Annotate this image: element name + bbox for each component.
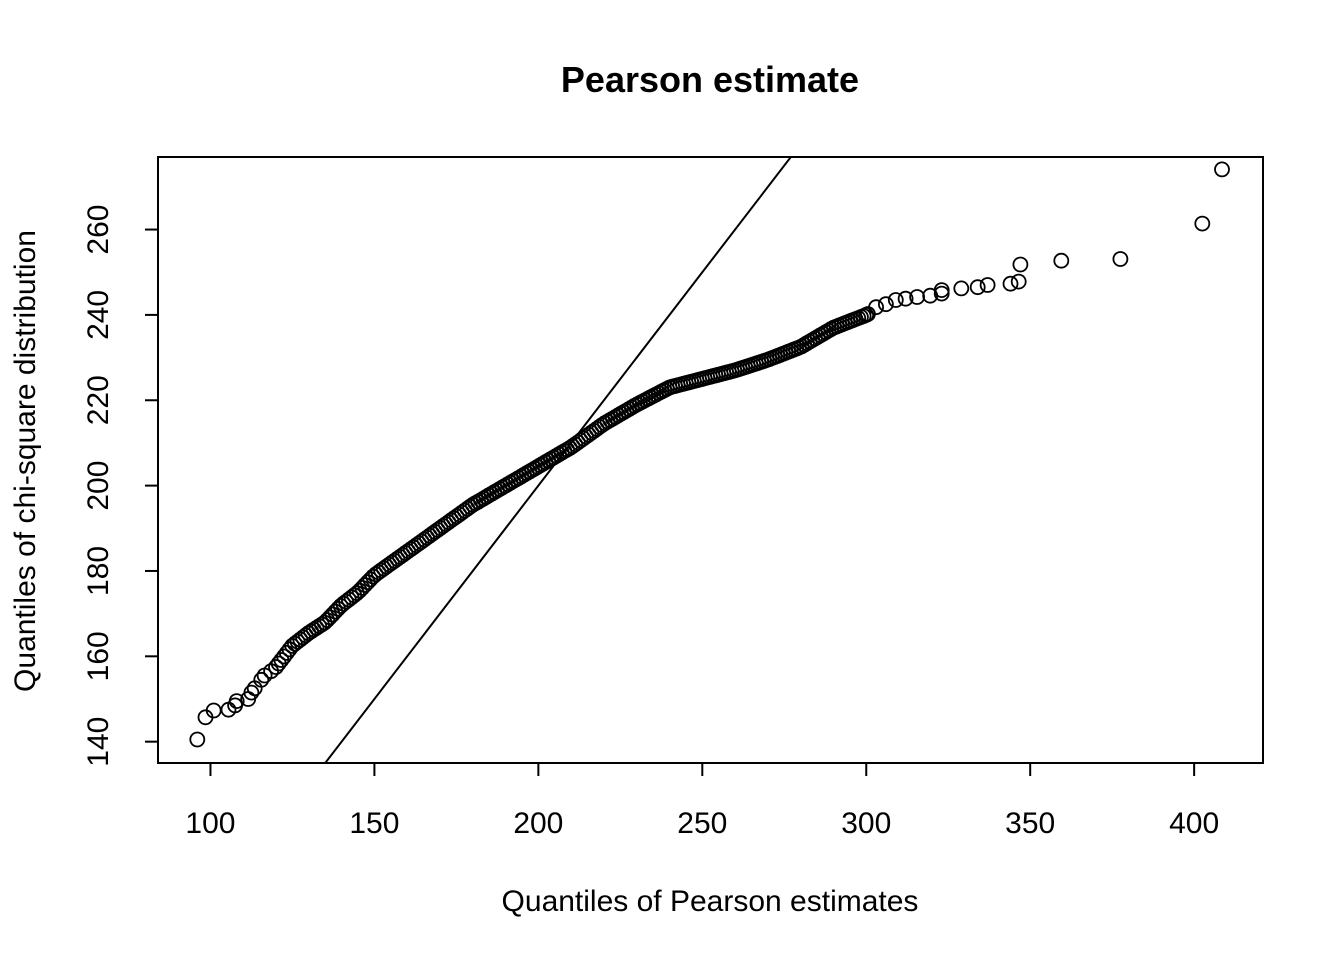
data-point <box>1112 251 1129 267</box>
data-point <box>295 629 311 646</box>
chart-title: Pearson estimate <box>561 59 859 100</box>
data-point <box>189 731 206 748</box>
y-tick-label: 220 <box>82 375 115 425</box>
data-point <box>228 693 245 709</box>
data-point <box>868 299 884 316</box>
data-point <box>348 585 365 602</box>
x-axis: 100 150 200 250 300 350 400 <box>185 762 1219 840</box>
data-point <box>897 290 914 307</box>
y-tick-label: 200 <box>82 461 115 511</box>
data-point <box>243 684 260 701</box>
data-point <box>357 577 373 593</box>
data-point <box>1010 273 1027 290</box>
data-point <box>969 279 986 296</box>
y-tick-label: 140 <box>82 717 115 767</box>
data-point <box>1053 252 1070 269</box>
data-point <box>1002 275 1019 292</box>
data-point <box>1012 256 1029 273</box>
data-point <box>327 603 344 620</box>
reference-line <box>323 157 793 763</box>
data-point <box>1214 161 1230 178</box>
x-tick-label: 150 <box>349 807 399 840</box>
data-point <box>316 614 333 631</box>
data-point <box>253 671 270 688</box>
data-point <box>351 582 368 599</box>
data-point <box>359 574 376 591</box>
data-point <box>933 282 950 299</box>
data-point <box>979 277 996 293</box>
x-tick-label: 350 <box>1005 807 1055 840</box>
y-axis-label: Quantiles of chi-square distribution <box>9 230 42 692</box>
data-point <box>953 280 970 297</box>
x-tick-label: 200 <box>513 807 563 840</box>
x-axis-label: Quantiles of Pearson estimates <box>502 885 919 918</box>
x-tick-label: 300 <box>841 807 891 840</box>
y-tick-label: 160 <box>82 631 115 681</box>
data-point <box>263 663 280 680</box>
data-point <box>321 609 338 626</box>
data-point <box>324 606 341 623</box>
x-tick-label: 100 <box>185 807 235 840</box>
data-points <box>189 161 1230 748</box>
x-tick-label: 250 <box>677 807 727 840</box>
y-tick-label: 180 <box>82 546 115 596</box>
data-point <box>354 580 371 596</box>
data-point <box>319 612 336 628</box>
x-tick-label: 400 <box>1169 807 1219 840</box>
y-axis: 140 160 180 200 220 240 260 <box>82 205 159 767</box>
data-point <box>1194 215 1211 232</box>
data-point <box>878 296 894 313</box>
y-tick-label: 260 <box>82 205 115 255</box>
y-tick-label: 240 <box>82 290 115 340</box>
data-point <box>887 292 904 308</box>
plot-frame <box>157 156 1264 764</box>
